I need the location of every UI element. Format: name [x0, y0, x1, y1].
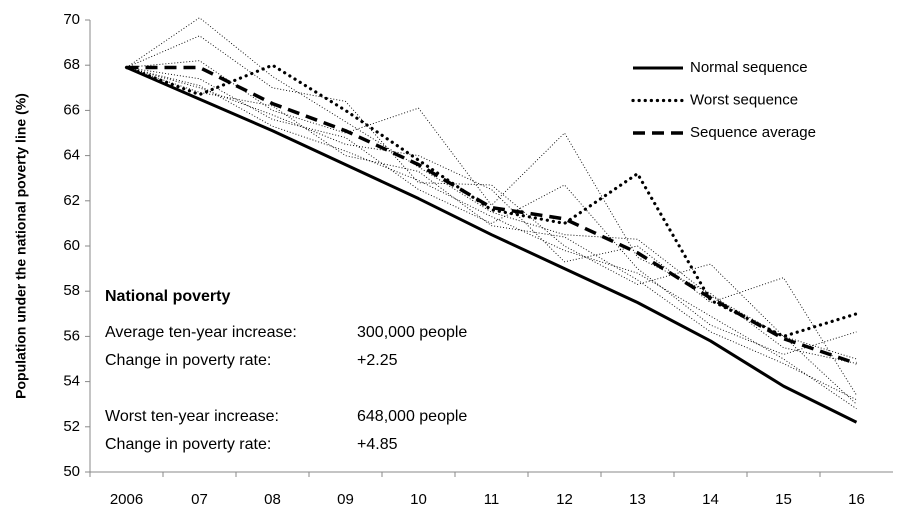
x-tick-label: 09 [337, 491, 354, 508]
y-tick-label: 60 [63, 237, 80, 254]
legend-label: Sequence average [690, 124, 816, 141]
annotation-value: 300,000 people [357, 324, 467, 341]
x-tick-label: 12 [556, 491, 573, 508]
x-tick-label: 2006 [110, 491, 143, 508]
y-tick-label: 56 [63, 327, 80, 344]
y-tick-label: 68 [63, 56, 80, 73]
x-tick-label: 11 [484, 491, 500, 508]
series-line [126, 67, 857, 410]
legend-label: Worst sequence [690, 91, 798, 108]
series-line [126, 65, 858, 366]
y-tick-label: 52 [63, 418, 80, 435]
annotation-label: Change in poverty rate: [105, 436, 271, 453]
annotation-label: Change in poverty rate: [105, 352, 271, 369]
annotation-value: +4.85 [357, 436, 398, 453]
series-line [126, 67, 857, 355]
annotation-value: 648,000 people [357, 408, 467, 425]
series-line [125, 66, 858, 424]
series-line [126, 17, 857, 360]
x-tick-label: 07 [191, 491, 208, 508]
series-line [126, 67, 857, 401]
annotation-label: Average ten-year increase: [105, 324, 297, 341]
y-tick-label: 62 [63, 192, 80, 209]
x-tick-label: 16 [848, 491, 865, 508]
y-tick-label: 66 [63, 101, 80, 118]
annotation-title: National poverty [105, 288, 230, 305]
y-tick-label: 50 [63, 463, 80, 480]
y-tick-label: 70 [63, 11, 80, 28]
y-tick-label: 64 [63, 147, 80, 164]
series-line [126, 67, 857, 396]
y-tick-label: 54 [63, 373, 80, 390]
annotation-label: Worst ten-year increase: [105, 408, 279, 425]
x-tick-label: 14 [702, 491, 719, 508]
x-tick-label: 15 [775, 491, 792, 508]
y-tick-label: 58 [63, 282, 80, 299]
legend-label: Normal sequence [690, 59, 808, 76]
annotation-value: +2.25 [357, 352, 398, 369]
x-tick-label: 10 [410, 491, 427, 508]
x-tick-label: 13 [629, 491, 646, 508]
y-axis-title: Population under the national poverty li… [13, 93, 29, 399]
x-tick-label: 08 [264, 491, 281, 508]
